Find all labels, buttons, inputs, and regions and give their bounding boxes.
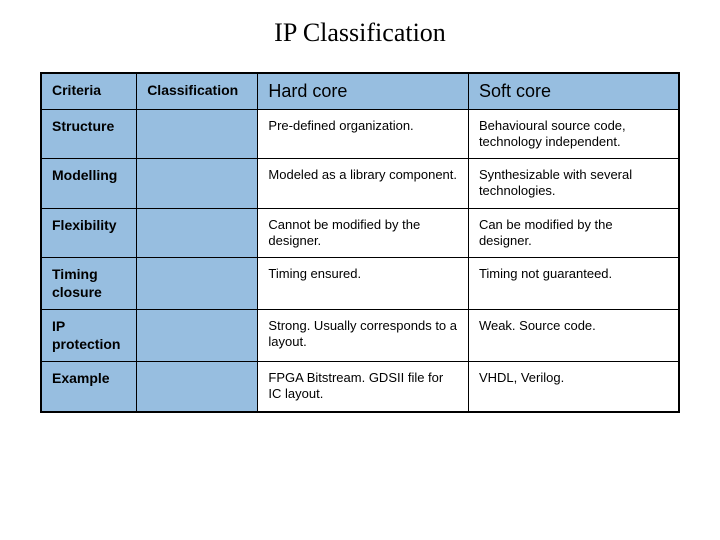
table-header-row: Criteria Classification Hard core Soft c…	[41, 73, 679, 109]
hard-cell: Modeled as a library component.	[258, 159, 469, 209]
hard-cell: Pre-defined organization.	[258, 109, 469, 159]
hard-cell: Cannot be modified by the designer.	[258, 208, 469, 258]
row-label: Flexibility	[41, 208, 137, 258]
table-row: Structure Pre-defined organization. Beha…	[41, 109, 679, 159]
hard-cell: FPGA Bitstream. GDSII file for IC layout…	[258, 362, 469, 412]
row-label: Example	[41, 362, 137, 412]
soft-cell: Can be modified by the designer.	[468, 208, 679, 258]
empty-cell	[137, 208, 258, 258]
empty-cell	[137, 109, 258, 159]
empty-cell	[137, 159, 258, 209]
table-row: Example FPGA Bitstream. GDSII file for I…	[41, 362, 679, 412]
empty-cell	[137, 362, 258, 412]
soft-cell: VHDL, Verilog.	[468, 362, 679, 412]
col-header-criteria: Criteria	[41, 73, 137, 109]
row-label: Structure	[41, 109, 137, 159]
col-header-soft-core: Soft core	[468, 73, 679, 109]
page-title: IP Classification	[40, 18, 680, 48]
soft-cell: Weak. Source code.	[468, 310, 679, 362]
table-row: Modelling Modeled as a library component…	[41, 159, 679, 209]
col-header-hard-core: Hard core	[258, 73, 469, 109]
row-label: Timing closure	[41, 258, 137, 310]
table-row: Timing closure Timing ensured. Timing no…	[41, 258, 679, 310]
table-row: Flexibility Cannot be modified by the de…	[41, 208, 679, 258]
col-header-classification: Classification	[137, 73, 258, 109]
table-row: IP protection Strong. Usually correspond…	[41, 310, 679, 362]
soft-cell: Behavioural source code, technology inde…	[468, 109, 679, 159]
soft-cell: Synthesizable with several technologies.	[468, 159, 679, 209]
page: IP Classification Criteria Classificatio…	[0, 0, 720, 433]
classification-table: Criteria Classification Hard core Soft c…	[40, 72, 680, 413]
row-label: IP protection	[41, 310, 137, 362]
soft-cell: Timing not guaranteed.	[468, 258, 679, 310]
hard-cell: Strong. Usually corresponds to a layout.	[258, 310, 469, 362]
hard-cell: Timing ensured.	[258, 258, 469, 310]
empty-cell	[137, 258, 258, 310]
row-label: Modelling	[41, 159, 137, 209]
table-body: Structure Pre-defined organization. Beha…	[41, 109, 679, 412]
empty-cell	[137, 310, 258, 362]
